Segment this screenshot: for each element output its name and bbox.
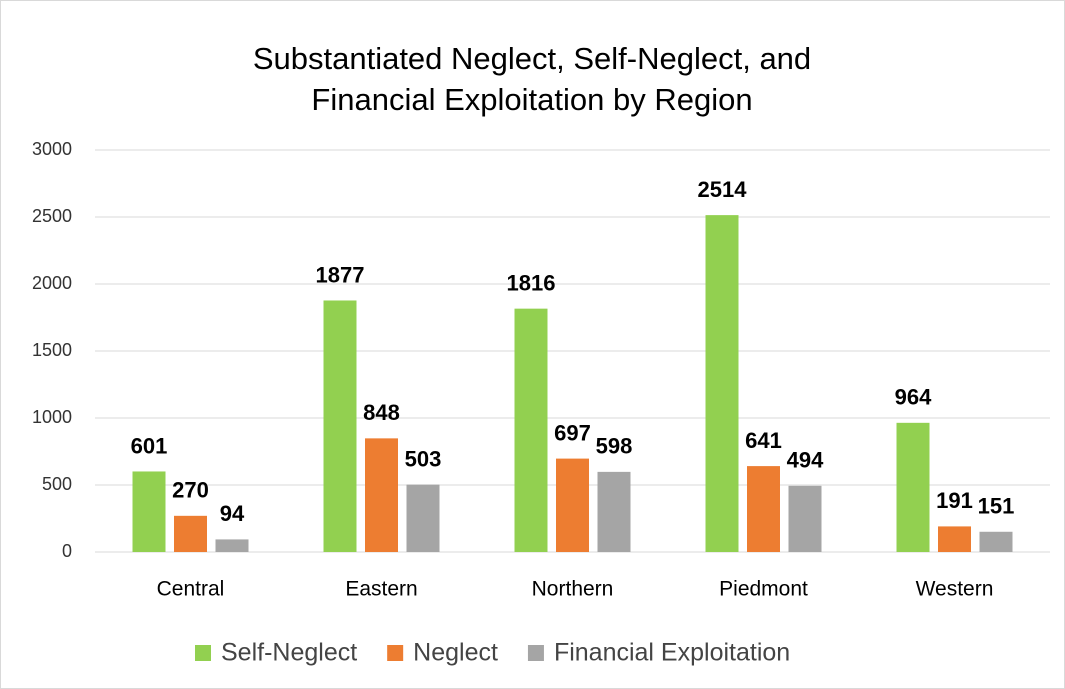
- data-label: 697: [554, 420, 591, 445]
- bar: [747, 466, 780, 552]
- bar: [406, 484, 440, 552]
- bar: [556, 458, 589, 552]
- data-label: 494: [787, 448, 824, 473]
- bar: [597, 471, 631, 552]
- data-label: 1816: [507, 270, 556, 295]
- y-tick-label: 2000: [32, 273, 72, 293]
- data-label: 503: [405, 446, 442, 471]
- x-tick-label: Piedmont: [719, 578, 808, 601]
- y-tick-label: 2500: [32, 206, 72, 226]
- data-label: 598: [596, 434, 633, 459]
- bar: [132, 471, 166, 552]
- legend-label: Financial Exploitation: [554, 639, 790, 667]
- bar: [514, 308, 548, 552]
- x-tick-label: Eastern: [345, 578, 417, 601]
- x-tick-label: Western: [916, 578, 994, 601]
- y-tick-label: 500: [42, 474, 72, 494]
- legend-swatch: [527, 645, 544, 661]
- y-tick-label: 3000: [32, 139, 72, 159]
- x-tick-label: Northern: [532, 578, 614, 601]
- data-label: 601: [131, 433, 168, 458]
- data-label: 1877: [316, 262, 365, 287]
- bar: [215, 539, 249, 552]
- bar: [323, 300, 357, 552]
- data-label: 641: [745, 428, 782, 453]
- legend-swatch: [195, 645, 211, 661]
- legend-label: Neglect: [413, 639, 498, 667]
- data-label: 94: [220, 501, 245, 526]
- bar: [938, 526, 971, 552]
- bar: [174, 515, 207, 552]
- bar: [979, 531, 1013, 552]
- data-label: 151: [978, 494, 1015, 519]
- x-tick-label: Central: [157, 578, 225, 601]
- y-tick-label: 0: [62, 541, 72, 561]
- bar: [788, 485, 822, 552]
- bar: [896, 422, 930, 552]
- data-label: 964: [895, 385, 932, 410]
- data-label: 848: [363, 400, 400, 425]
- legend-label: Self-Neglect: [221, 639, 357, 667]
- legend-swatch: [387, 645, 404, 661]
- y-tick-label: 1500: [32, 340, 72, 360]
- chart-title: Substantiated Neglect, Self-Neglect, and…: [252, 41, 812, 117]
- bar: [705, 215, 739, 552]
- bar: [365, 438, 398, 552]
- y-tick-label: 1000: [32, 407, 72, 427]
- data-label: 270: [172, 478, 209, 503]
- data-label: 191: [936, 488, 973, 513]
- data-label: 2514: [698, 177, 748, 202]
